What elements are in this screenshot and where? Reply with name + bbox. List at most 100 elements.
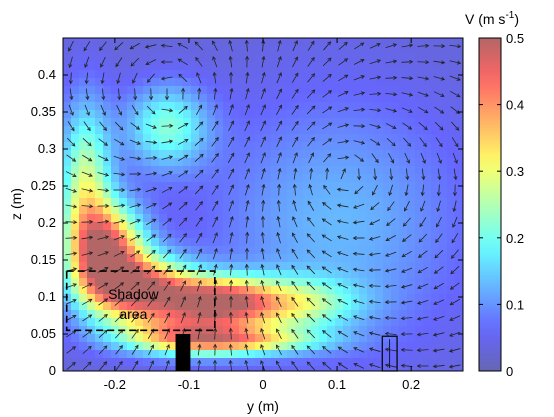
heatmap-cell: [191, 70, 200, 79]
heatmap-cell: [287, 142, 296, 151]
heatmap-cell: [231, 230, 240, 239]
heatmap-cell: [143, 70, 152, 79]
heatmap-cell: [399, 278, 408, 287]
heatmap-cell: [303, 166, 312, 175]
heatmap-cell: [103, 78, 112, 87]
heatmap-cell: [391, 342, 400, 351]
heatmap-cell: [223, 270, 232, 279]
heatmap-cell: [231, 334, 240, 343]
heatmap-cell: [239, 174, 248, 183]
heatmap-cell: [391, 270, 400, 279]
heatmap-cell: [167, 206, 176, 215]
velocity-arrow: [416, 299, 429, 305]
heatmap-cell: [415, 286, 424, 295]
heatmap-cell: [295, 238, 304, 247]
heatmap-cell: [367, 342, 376, 351]
heatmap-cell: [151, 86, 160, 95]
heatmap-cell: [247, 334, 256, 343]
velocity-arrow: [388, 152, 395, 164]
heatmap-cell: [439, 270, 448, 279]
heatmap-cell: [295, 286, 304, 295]
heatmap-cell: [159, 110, 168, 119]
heatmap-cell: [399, 286, 408, 295]
heatmap-cell: [319, 94, 328, 103]
heatmap-cell: [407, 142, 416, 151]
heatmap-cell: [279, 150, 288, 159]
velocity-arrow: [276, 88, 282, 100]
heatmap-cell: [151, 102, 160, 111]
heatmap-cell: [335, 190, 344, 199]
heatmap-cell: [439, 294, 448, 303]
heatmap-cell: [367, 358, 376, 367]
heatmap-cell: [287, 102, 296, 111]
velocity-arrow: [147, 296, 155, 307]
heatmap-cell: [183, 150, 192, 159]
heatmap-cell: [63, 142, 72, 151]
heatmap-cell: [159, 214, 168, 223]
heatmap-cell: [343, 214, 352, 223]
heatmap-cell: [335, 326, 344, 335]
heatmap-cell: [327, 238, 336, 247]
heatmap-cell: [295, 222, 304, 231]
heatmap-cell: [399, 86, 408, 95]
heatmap-cell: [111, 78, 120, 87]
heatmap-cell: [279, 262, 288, 271]
heatmap-cell: [455, 118, 463, 127]
heatmap-cell: [447, 246, 456, 255]
heatmap-cell: [143, 230, 152, 239]
velocity-arrow: [400, 300, 413, 305]
heatmap-cell: [71, 318, 80, 327]
velocity-arrow: [65, 204, 78, 209]
velocity-arrow: [291, 328, 299, 339]
heatmap-cell: [407, 190, 416, 199]
heatmap-cell: [167, 302, 176, 311]
heatmap-cell: [199, 174, 208, 183]
velocity-arrow: [244, 183, 250, 196]
heatmap-cell: [135, 46, 144, 55]
velocity-arrow: [145, 59, 157, 65]
heatmap-cell: [215, 54, 224, 63]
velocity-arrow: [97, 155, 109, 161]
heatmap-cell: [263, 134, 272, 143]
velocity-arrow: [369, 363, 381, 369]
heatmap-cell: [335, 198, 344, 207]
heatmap-cell: [271, 110, 280, 119]
heatmap-cell: [135, 294, 144, 303]
heatmap-cell: [447, 134, 456, 143]
heatmap-cell: [215, 182, 224, 191]
velocity-arrow: [321, 314, 332, 322]
heatmap-cell: [223, 246, 232, 255]
heatmap-cell: [367, 350, 376, 359]
heatmap-cell: [287, 222, 296, 231]
heatmap-cell: [359, 198, 368, 207]
heatmap-cell: [367, 214, 376, 223]
heatmap-cell: [135, 318, 144, 327]
heatmap-cell: [415, 270, 424, 279]
heatmap-cell: [375, 190, 384, 199]
heatmap-cell: [151, 46, 160, 55]
heatmap-cell: [391, 134, 400, 143]
velocity-arrow: [277, 39, 282, 52]
heatmap-cell: [79, 270, 88, 279]
heatmap-cell: [183, 302, 192, 311]
heatmap-cell: [295, 70, 304, 79]
heatmap-cell: [63, 206, 72, 215]
heatmap-cell: [383, 102, 392, 111]
velocity-arrow: [404, 152, 410, 164]
heatmap-cell: [95, 222, 104, 231]
heatmap-cell: [159, 246, 168, 255]
heatmap-cell: [279, 206, 288, 215]
velocity-arrow: [292, 56, 298, 68]
heatmap-cell: [159, 70, 168, 79]
heatmap-cell: [447, 70, 456, 79]
velocity-arrow: [277, 183, 282, 196]
heatmap-cell: [271, 182, 280, 191]
heatmap-cell: [359, 262, 368, 271]
heatmap-cell: [407, 302, 416, 311]
velocity-arrow: [195, 56, 203, 67]
velocity-arrow: [84, 72, 89, 85]
heatmap-cell: [191, 230, 200, 239]
heatmap-cell: [311, 118, 320, 127]
velocity-arrow: [373, 168, 378, 181]
heatmap-cell: [199, 350, 208, 359]
